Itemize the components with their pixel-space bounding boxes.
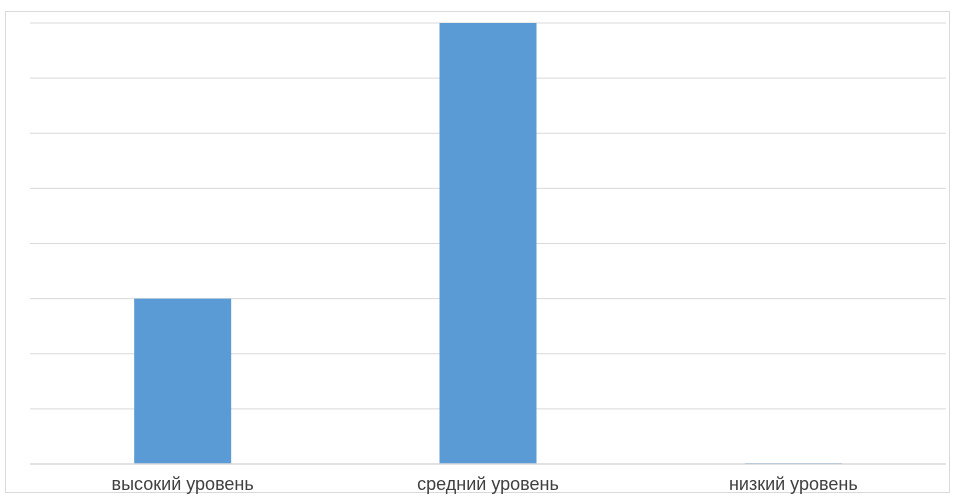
x-tick-label: низкий уровень (729, 474, 858, 494)
x-tick-label: высокий уровень (112, 474, 254, 494)
x-tick-label: средний уровень (417, 474, 559, 494)
bar (439, 23, 537, 464)
x-axis-tick-labels: высокий уровень средний уровень низкий уро… (112, 474, 858, 494)
bar (134, 298, 232, 464)
bars (134, 23, 842, 464)
